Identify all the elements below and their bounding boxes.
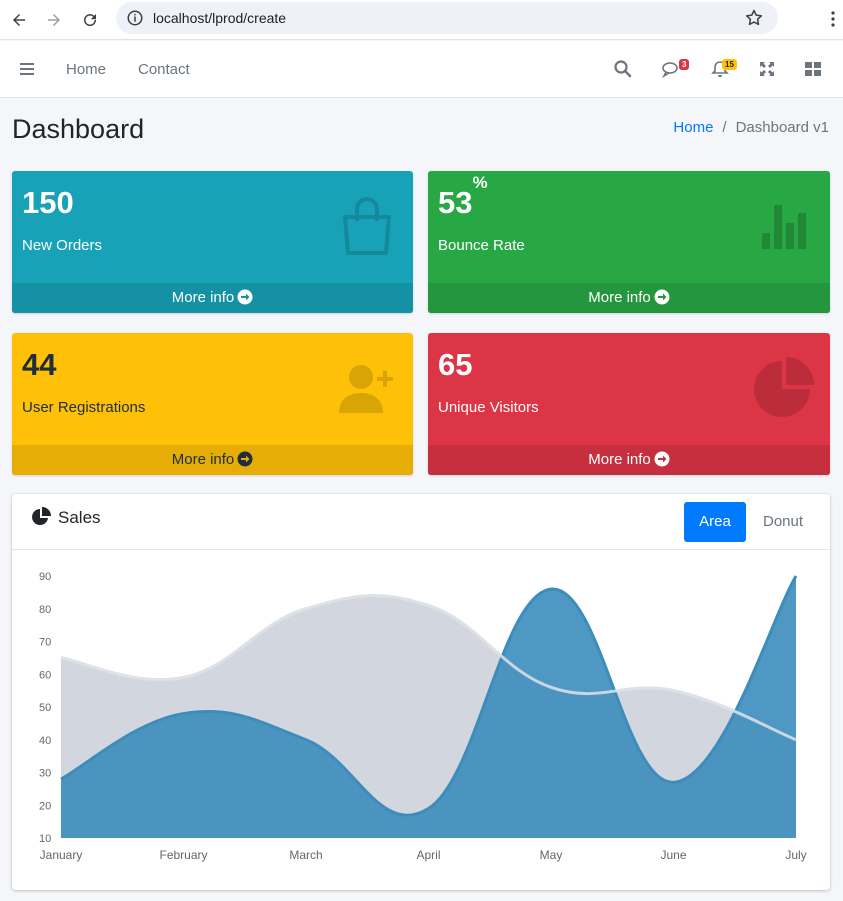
bounce-rate-more-info-link[interactable]: More info <box>428 283 830 313</box>
main-header: Home Contact 3 15 <box>0 41 843 98</box>
apps-grid-icon[interactable] <box>803 59 823 79</box>
sales-card-title: Sales <box>58 508 101 527</box>
arrow-circle-right-icon <box>654 289 670 305</box>
y-tick-label: 50 <box>39 702 51 714</box>
shopping-bag-icon <box>343 197 391 255</box>
series-2-line <box>60 575 798 817</box>
x-tick-label: March <box>289 848 322 862</box>
x-tick-label: January <box>40 848 83 862</box>
x-tick-label: May <box>540 848 563 862</box>
pie-chart-icon <box>754 357 814 417</box>
breadcrumb-current: Dashboard v1 <box>735 119 829 136</box>
x-tick-label: April <box>416 848 440 862</box>
address-bar[interactable]: localhost/lprod/create <box>116 2 778 34</box>
breadcrumb: Home / Dashboard v1 <box>673 119 829 136</box>
y-tick-label: 90 <box>39 571 51 583</box>
new-orders-value: 150 <box>22 185 74 220</box>
tab-area[interactable]: Area <box>684 502 746 542</box>
user-plus-icon <box>339 365 393 413</box>
back-icon[interactable] <box>7 8 31 32</box>
nav-link-home[interactable]: Home <box>66 61 107 78</box>
nav-link-contact[interactable]: Contact <box>138 61 190 78</box>
series-2-area <box>61 576 796 838</box>
url-text: localhost/lprod/create <box>153 10 287 26</box>
site-info-icon[interactable] <box>126 9 144 27</box>
arrow-circle-right-icon <box>237 451 253 467</box>
sales-card: Sales Area Donut 10 20 30 40 50 60 70 80 90 Janua… <box>12 494 830 890</box>
sales-area-chart: 10 20 30 40 50 60 70 80 90 January February March Ap… <box>39 571 807 862</box>
user-registrations-value: 44 <box>22 347 57 382</box>
chart-pie-icon <box>32 507 51 525</box>
reload-icon[interactable] <box>78 8 102 32</box>
unique-visitors-box: 65 Unique Visitors More info <box>428 333 830 475</box>
bounce-rate-label: Bounce Rate <box>438 237 525 254</box>
page-title: Dashboard <box>12 114 145 144</box>
fullscreen-icon[interactable] <box>757 59 777 79</box>
arrow-circle-right-icon <box>654 451 670 467</box>
breadcrumb-home-link[interactable]: Home <box>673 119 714 136</box>
x-tick-label: June <box>660 848 686 862</box>
bookmark-star-icon[interactable] <box>744 8 764 28</box>
notifications-badge: 15 <box>722 59 737 70</box>
unique-visitors-value: 65 <box>438 347 473 382</box>
user-registrations-more-info-link[interactable]: More info <box>12 445 413 475</box>
forward-icon[interactable] <box>42 8 66 32</box>
y-tick-label: 40 <box>39 735 51 747</box>
comments-icon[interactable] <box>661 59 681 79</box>
x-tick-label: July <box>785 848 806 862</box>
bar-chart-icon <box>762 205 806 249</box>
x-tick-label: February <box>159 848 207 862</box>
user-registrations-box: 44 User Registrations More info <box>12 333 413 475</box>
y-tick-label: 20 <box>39 800 51 812</box>
new-orders-more-info-link[interactable]: More info <box>12 283 413 313</box>
bounce-rate-value: 53% <box>438 172 488 220</box>
user-registrations-label: User Registrations <box>22 399 146 416</box>
arrow-circle-right-icon <box>237 289 253 305</box>
sales-card-header: Sales Area Donut <box>12 494 830 550</box>
y-tick-label: 10 <box>39 833 51 845</box>
new-orders-label: New Orders <box>22 237 103 254</box>
search-icon[interactable] <box>613 59 633 79</box>
tab-donut[interactable]: Donut <box>762 513 804 530</box>
sidebar-toggle-icon[interactable] <box>19 61 35 77</box>
y-tick-label: 80 <box>39 604 51 616</box>
series-1-overlay-line <box>60 594 797 742</box>
new-orders-box: 150 New Orders More info <box>12 171 413 313</box>
browser-menu-icon[interactable] <box>826 9 840 29</box>
unique-visitors-label: Unique Visitors <box>438 399 539 416</box>
y-tick-label: 30 <box>39 768 51 780</box>
breadcrumb-separator: / <box>722 119 727 136</box>
unique-visitors-more-info-link[interactable]: More info <box>428 445 830 475</box>
y-tick-label: 60 <box>39 669 51 681</box>
browser-toolbar: localhost/lprod/create <box>0 0 843 40</box>
y-tick-label: 70 <box>39 637 51 649</box>
bounce-rate-box: 53% Bounce Rate More info <box>428 171 830 313</box>
messages-badge: 3 <box>679 59 690 70</box>
